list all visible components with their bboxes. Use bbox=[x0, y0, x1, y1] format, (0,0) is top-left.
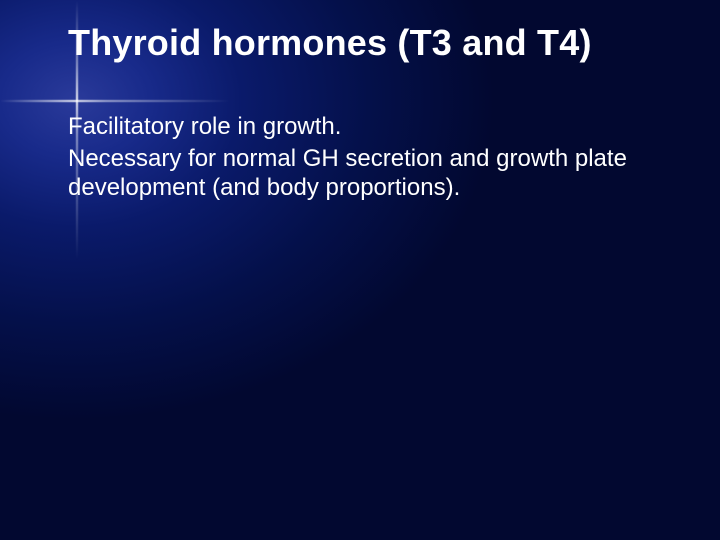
slide-title: Thyroid hormones (T3 and T4) bbox=[68, 22, 672, 64]
slide-content: Thyroid hormones (T3 and T4) Facilitator… bbox=[0, 0, 720, 202]
body-paragraph: Facilitatory role in growth. bbox=[68, 112, 672, 141]
body-paragraph: Necessary for normal GH secretion and gr… bbox=[68, 144, 672, 203]
slide-body: Facilitatory role in growth. Necessary f… bbox=[68, 112, 672, 202]
